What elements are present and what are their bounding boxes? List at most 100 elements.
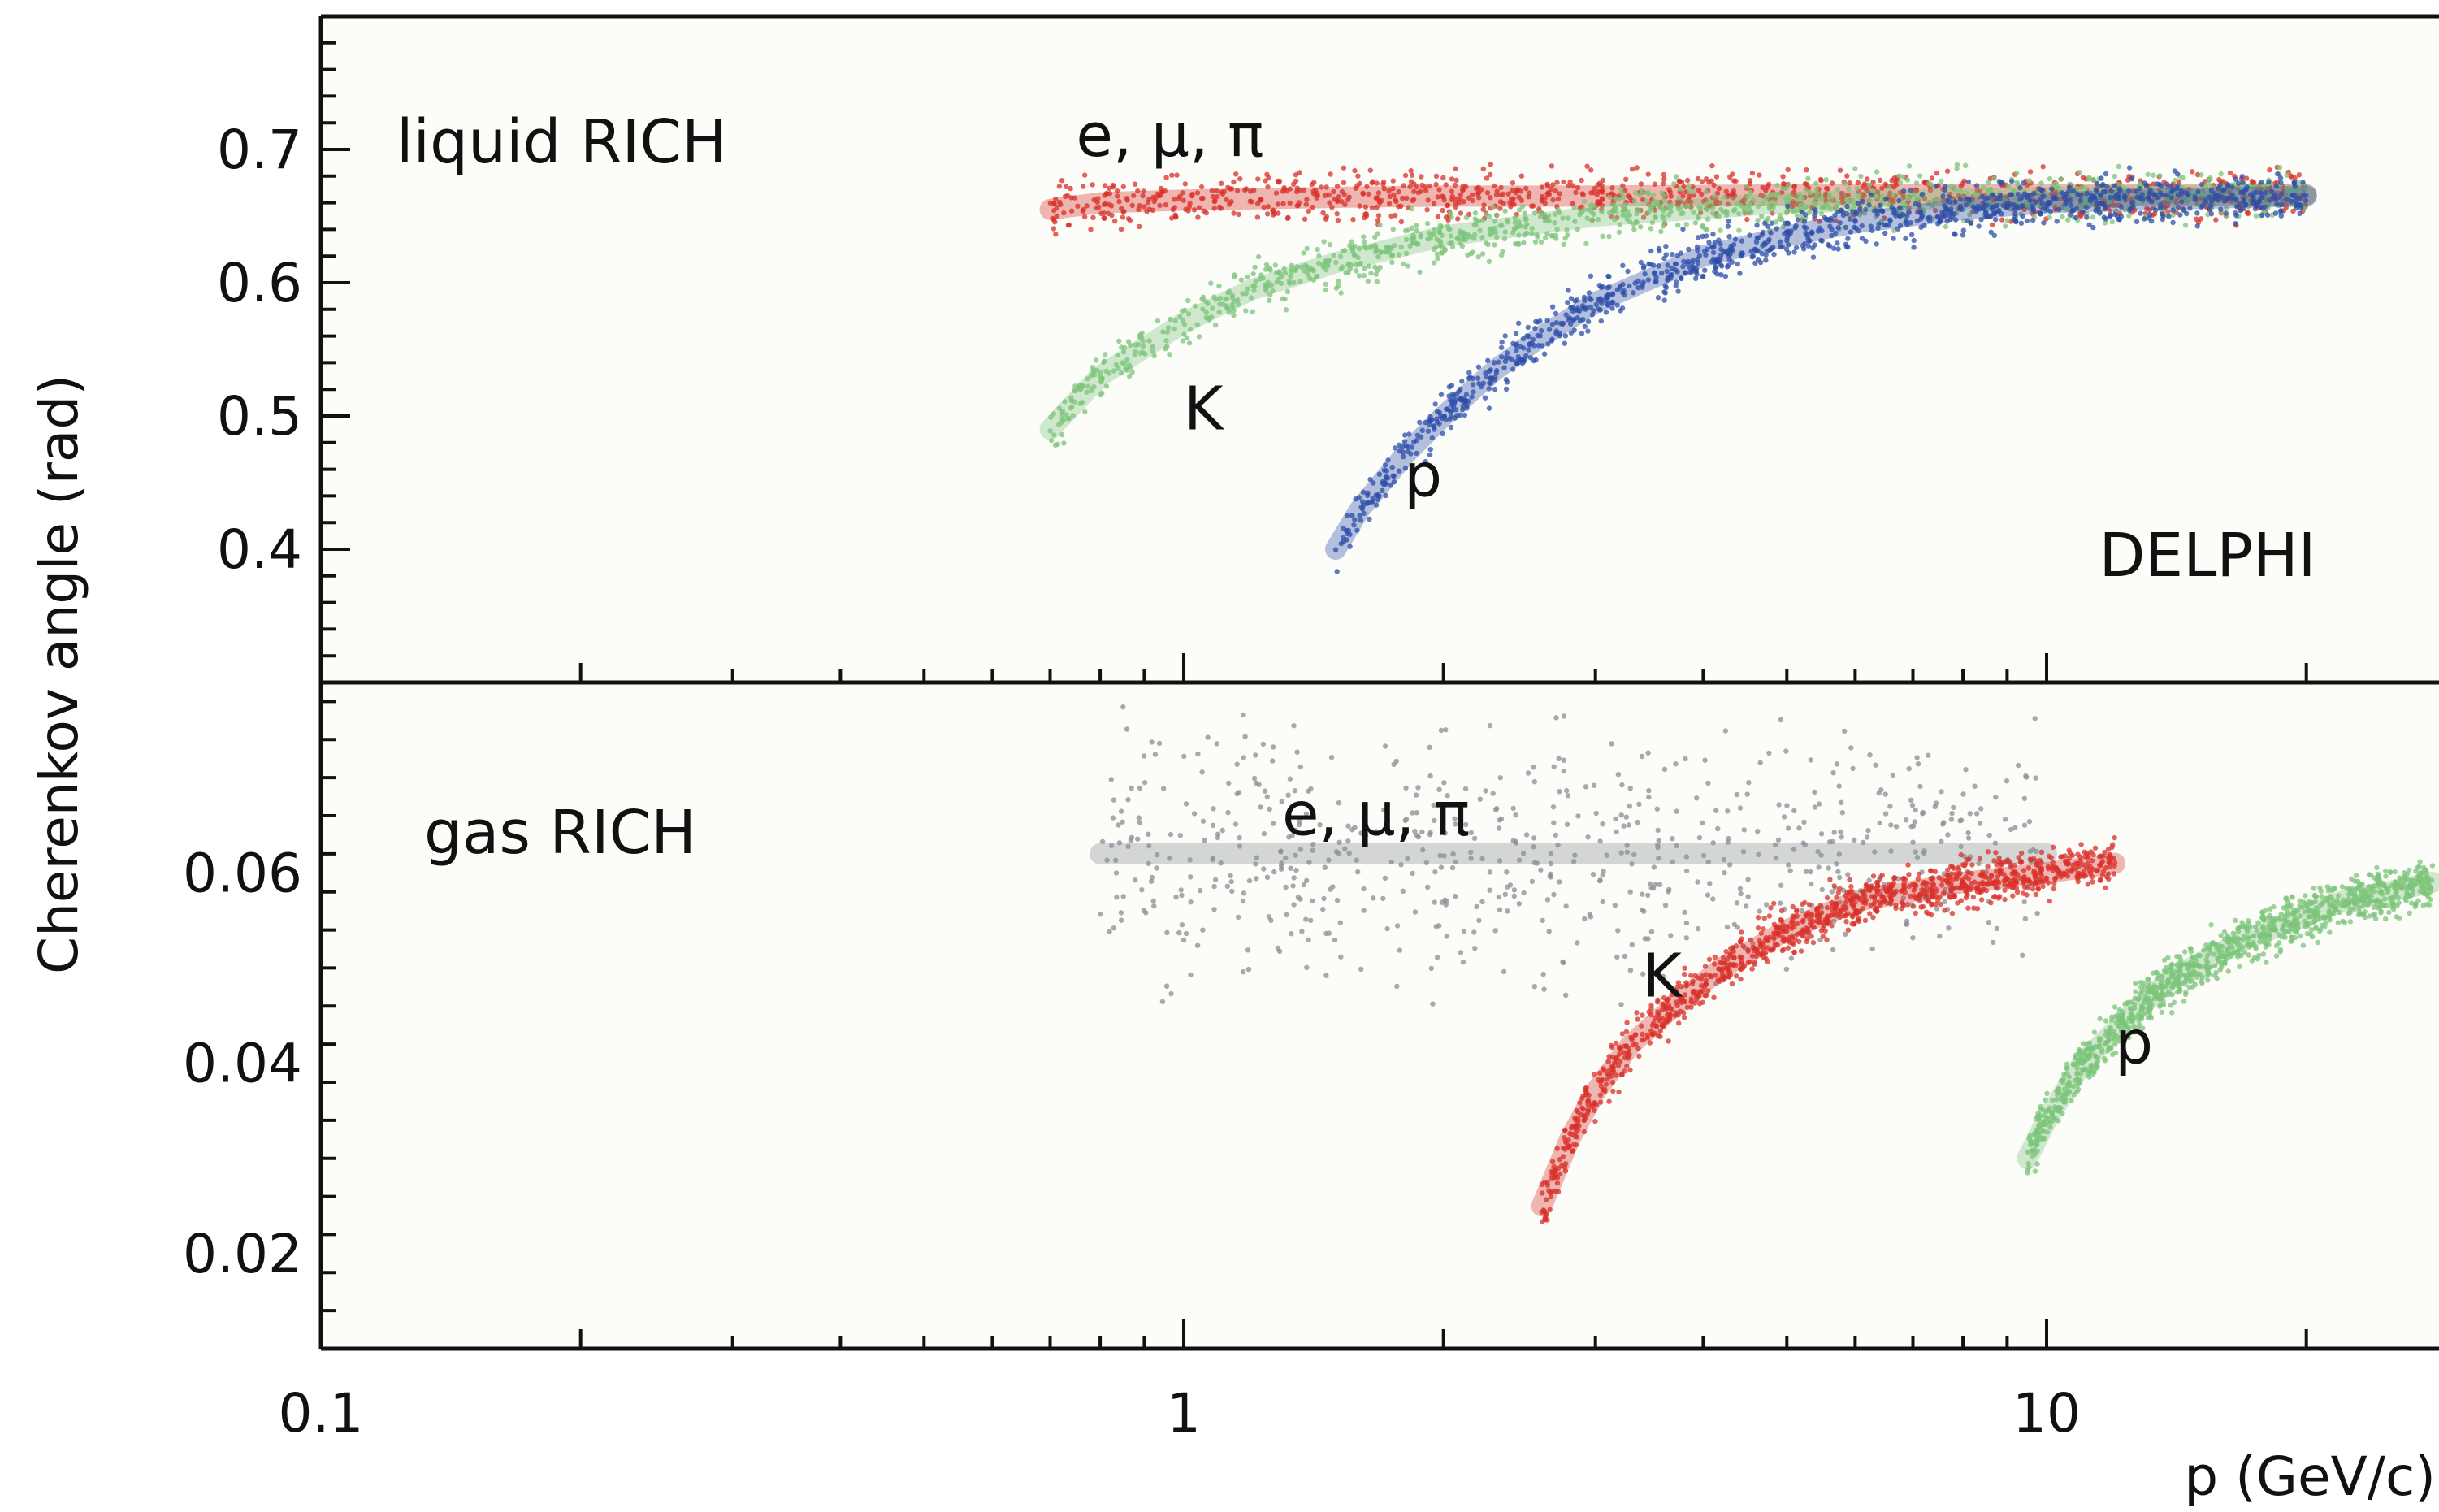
data-point — [1679, 180, 1685, 185]
data-point — [2099, 175, 2104, 181]
top-x-ticks — [578, 653, 2308, 682]
data-point — [1403, 785, 1409, 791]
data-point — [1194, 322, 1201, 327]
data-point — [2147, 211, 2153, 218]
data-point — [1326, 192, 1332, 198]
data-point — [1363, 245, 1369, 251]
data-point — [1702, 267, 1708, 273]
data-point — [1893, 824, 1900, 830]
data-point — [1903, 202, 1908, 208]
data-point — [2121, 193, 2127, 199]
data-point — [2004, 204, 2009, 210]
data-point — [1551, 1175, 1557, 1181]
data-point — [1225, 809, 1231, 816]
data-point — [1118, 917, 1124, 923]
data-point — [1383, 481, 1388, 487]
data-point — [1739, 253, 1744, 259]
data-point — [1891, 875, 1898, 881]
data-point — [1745, 877, 1751, 882]
data-point — [1351, 522, 1357, 528]
data-point — [1362, 214, 1367, 221]
data-point — [1297, 170, 1303, 175]
data-point — [1987, 175, 1993, 181]
data-point — [1595, 216, 1601, 223]
data-point — [2200, 189, 2206, 195]
data-point — [1412, 829, 1418, 834]
data-point — [2010, 893, 2016, 899]
data-point — [1614, 954, 1620, 960]
data-point — [1750, 253, 1756, 259]
data-point — [1200, 294, 1207, 300]
data-point — [1796, 938, 1802, 945]
data-point — [1531, 210, 1538, 216]
data-point — [1440, 207, 1445, 214]
data-point — [1470, 192, 1475, 198]
data-point — [1497, 223, 1504, 228]
data-point — [1618, 283, 1623, 288]
data-point — [1146, 860, 1152, 867]
data-point — [1842, 728, 1848, 734]
data-point — [2149, 199, 2155, 205]
data-point — [1631, 227, 1637, 232]
data-point — [1346, 850, 1352, 856]
data-point — [2070, 862, 2076, 869]
data-point — [1974, 192, 1980, 198]
data-point — [1369, 243, 1375, 249]
data-point — [2112, 194, 2118, 200]
data-point — [1427, 447, 1433, 453]
data-point — [1985, 180, 1991, 186]
data-point — [1562, 340, 1568, 346]
data-point — [1460, 406, 1466, 413]
data-point — [1283, 855, 1289, 861]
data-point — [1510, 196, 1516, 201]
data-point — [1619, 782, 1625, 788]
data-point — [1387, 193, 1393, 199]
data-point — [1839, 834, 1844, 840]
data-point — [1463, 821, 1469, 828]
data-point — [2077, 170, 2082, 175]
data-point — [1718, 262, 1723, 267]
data-point — [1430, 1001, 1436, 1007]
data-point — [2016, 855, 2021, 860]
data-point — [1357, 203, 1362, 209]
data-point — [1361, 234, 1367, 240]
data-point — [1586, 290, 1592, 296]
data-point — [1653, 882, 1659, 887]
data-point — [1460, 187, 1466, 193]
data-point — [2251, 196, 2256, 201]
data-point — [1967, 886, 1973, 893]
data-point — [1592, 1107, 1597, 1114]
data-point — [1541, 351, 1548, 357]
data-point — [2005, 184, 2012, 189]
data-point — [1336, 839, 1342, 846]
data-point — [1865, 828, 1871, 834]
data-point — [1183, 206, 1189, 212]
data-point — [1475, 375, 1481, 381]
data-point — [1933, 901, 1939, 908]
data-point — [1401, 183, 1406, 188]
series-points-2 — [1332, 165, 2309, 574]
data-point — [1967, 811, 1973, 817]
data-point — [1381, 807, 1387, 813]
data-point — [1322, 864, 1328, 870]
data-point — [2103, 864, 2109, 871]
data-point — [1913, 201, 1919, 207]
data-point — [2199, 181, 2205, 188]
data-point — [2108, 195, 2113, 201]
data-point — [1846, 186, 1852, 192]
data-point — [1402, 432, 1408, 438]
data-point — [1794, 913, 1800, 919]
data-point — [2298, 202, 2303, 208]
data-point — [1486, 386, 1492, 392]
data-point — [1926, 200, 1931, 206]
data-point — [1327, 241, 1333, 248]
data-point — [1643, 198, 1649, 204]
data-point — [1308, 917, 1314, 924]
data-point — [1843, 919, 1849, 925]
data-point — [1309, 181, 1315, 188]
data-point — [1726, 835, 1731, 842]
data-point — [1373, 271, 1380, 277]
data-point — [1696, 834, 1703, 841]
data-point — [2040, 193, 2047, 199]
data-point — [2020, 213, 2025, 219]
